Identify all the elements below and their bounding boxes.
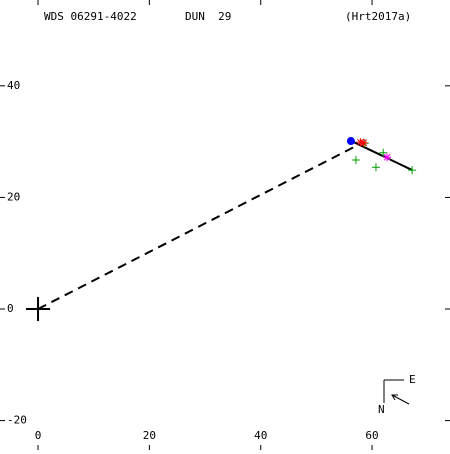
y-tick-label: 0	[7, 302, 14, 315]
reference: (Hrt2017a)	[345, 10, 411, 23]
star-id: WDS 06291-4022	[44, 10, 137, 23]
x-tick-label: 0	[35, 429, 42, 442]
compass: E N	[378, 373, 416, 416]
circle-marker	[346, 137, 355, 146]
star-name: DUN 29	[185, 10, 231, 23]
x-tick-label: 60	[365, 429, 378, 442]
motion-arrow	[391, 394, 410, 405]
star-marker	[359, 138, 368, 147]
plus-marker	[408, 166, 417, 175]
motion-arrow-head	[391, 394, 398, 401]
y-tick-label: 20	[7, 190, 20, 203]
star-marker	[356, 138, 365, 147]
line	[351, 140, 413, 171]
x-tick-label: 40	[254, 429, 267, 442]
x-tick-label: 20	[143, 429, 156, 442]
compass-east: E	[409, 373, 416, 386]
compass-north: N	[378, 403, 385, 416]
plus-marker	[371, 163, 380, 172]
plus-marker	[379, 148, 388, 157]
y-tick-label: -20	[7, 414, 27, 427]
star-marker	[383, 153, 392, 162]
y-tick-label: 40	[7, 79, 20, 92]
origin-marker	[26, 297, 51, 322]
plus-marker	[351, 156, 360, 165]
